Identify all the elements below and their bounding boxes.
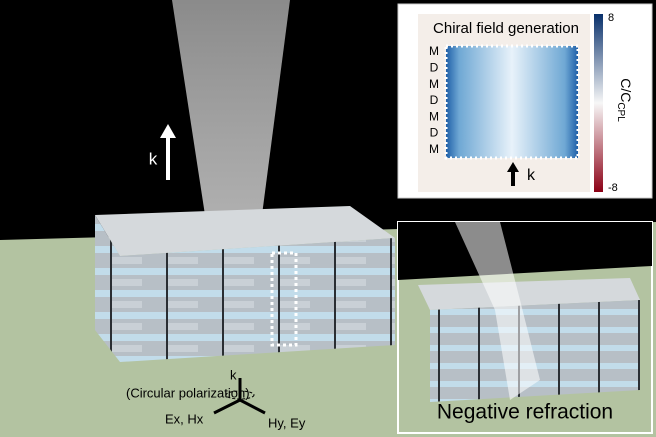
layer-label: D (430, 93, 439, 107)
layer-label: D (430, 60, 439, 74)
stack-front (120, 238, 395, 362)
layer-label: M (429, 109, 439, 123)
colorbar-max: 8 (608, 12, 614, 24)
beam-label: k (149, 149, 158, 168)
polarization-label: (Circular polarization) (126, 385, 250, 400)
colorbar (594, 14, 603, 192)
colorbar-min: -8 (608, 182, 618, 194)
axis-left: Ex, Hx (165, 411, 204, 426)
axis-right: Hy, Ey (268, 415, 306, 430)
layer-label: D (430, 126, 439, 140)
layer-label: M (429, 142, 439, 156)
k-label: k (230, 367, 237, 382)
field-core (446, 46, 578, 158)
colorbar-label-sub: CPL (615, 102, 626, 122)
inset-arrow-label: k (527, 167, 536, 184)
inset-title: Chiral field generation (433, 20, 579, 37)
stack-front (430, 300, 640, 402)
figure: k (Circular polarization) k Ex, Hx Hy, E… (0, 0, 656, 437)
layer-label: M (429, 44, 439, 58)
layer-label: M (429, 77, 439, 91)
colorbar-label-main: C/C (618, 78, 634, 102)
inset-caption: Negative refraction (437, 401, 613, 424)
